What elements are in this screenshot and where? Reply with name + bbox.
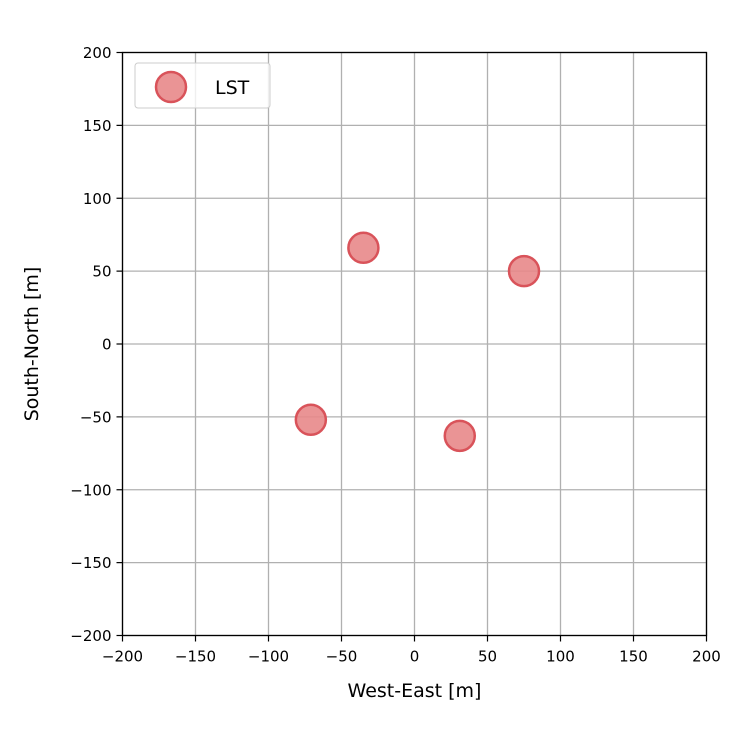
y-tick-label: 100 [83,190,112,208]
y-tick-label: −100 [70,481,111,499]
y-tick-label: −200 [70,627,111,645]
x-axis-label: West-East [m] [348,680,482,702]
x-tick-label: 50 [478,648,497,666]
x-tick-label: −100 [248,648,289,666]
legend-marker [154,70,188,104]
x-tick-label: 200 [692,648,721,666]
data-points [294,231,541,453]
data-point [294,403,328,437]
grid [121,51,708,637]
x-tick-label: 100 [546,648,575,666]
x-tick-label: 0 [410,648,420,666]
y-tick-label: −150 [70,554,111,572]
y-tick-label: 200 [83,44,112,62]
data-point [347,231,380,265]
y-axis-label: South-North [m] [21,267,43,422]
y-tick-label: 150 [83,117,112,135]
y-ticks: −200 −150 −100 −50 0 50 100 150 200 [70,44,123,645]
data-point [443,419,477,453]
y-tick-label: 50 [92,263,111,281]
legend-label: LST [215,77,250,99]
y-tick-label: −50 [80,408,112,426]
legend: LST [134,62,271,109]
x-tick-label: −50 [326,648,358,666]
x-ticks: −200 −150 −100 −50 0 50 100 150 200 [102,635,721,666]
data-point [507,254,541,288]
x-tick-label: −150 [175,648,216,666]
y-tick-label: 0 [102,336,112,354]
x-tick-label: 150 [619,648,648,666]
x-tick-label: −200 [102,648,143,666]
